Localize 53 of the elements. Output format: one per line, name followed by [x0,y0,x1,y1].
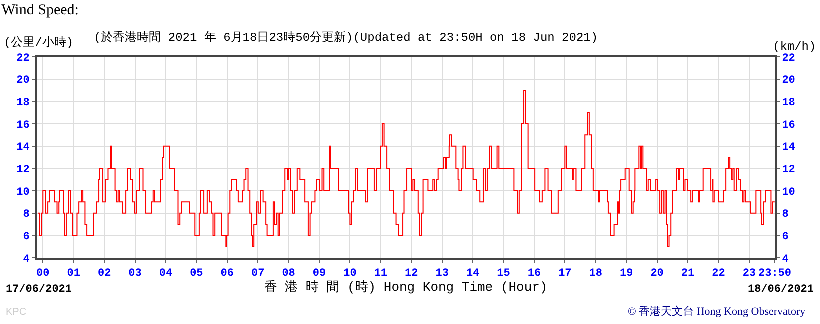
x-tick-label: 04 [159,268,173,280]
x-tick-label: 13 [436,268,450,280]
x-tick-label: 08 [282,268,296,280]
text: 17/06/2021 [6,284,72,296]
text: © 香港天文台 Hong Kong Observatory [628,305,806,318]
x-tick-label: 00 [36,268,50,280]
x-tick-label: 12 [405,268,418,280]
y2-tick-label: 20 [782,75,796,88]
x-tick-label: 23 [742,268,756,280]
text: 18/06/2021 [748,284,814,296]
y-tick-label: 14 [16,142,30,154]
y2-tick-label: 12 [782,164,796,177]
y2-axis-title: (km/h) [773,40,816,54]
x-tick-label: 09 [312,268,326,280]
x-tick-label: 06 [220,268,234,280]
y2-tick-label: 22 [782,52,796,65]
chart-subtitle: (於香港時間 2021 年 6月18日23時50分更新)(Updated at 23:50H on 18 Jun 2021) [94,30,598,45]
y-tick-label: 12 [16,164,30,177]
x-tick-label: 01 [67,268,81,280]
x-tick-label: 07 [251,268,265,280]
x-tick-label: 03 [128,268,142,280]
y2-tick-label: 10 [782,186,796,199]
y-tick-label: 10 [16,186,30,199]
x-tick-label: 19 [620,268,634,280]
x-tick-label: 21 [681,268,695,280]
x-tick-label: 23:50 [758,268,792,280]
x-axis-title: 香 港 時 間 (時) Hong Kong Time (Hour) [264,280,548,296]
y2-tick-label: 6 [782,232,789,244]
x-tick-label: 02 [98,268,112,280]
y-tick-label: 4 [23,254,30,266]
x-tick-label: 11 [374,268,388,280]
y-tick-label: 8 [23,209,30,222]
y-axis-title: (公里/小時) [4,36,74,50]
y-tick-label: 20 [16,75,30,88]
y2-tick-label: 14 [782,142,796,154]
y2-tick-label: 4 [782,254,790,266]
x-tick-label: 20 [650,268,664,280]
x-tick-label: 18 [589,268,603,280]
chart-title: Wind Speed: [2,2,79,18]
y-tick-label: 16 [16,120,30,132]
y2-tick-label: 18 [782,98,796,110]
x-tick-label: 15 [497,268,511,280]
y-tick-label: 6 [23,232,30,244]
x-tick-label: 05 [190,268,204,280]
y-tick-label: 22 [16,52,30,65]
y2-tick-label: 8 [782,209,790,222]
x-tick-label: 22 [712,268,726,280]
y2-tick-label: 16 [782,120,796,132]
x-tick-label: 14 [466,268,480,280]
y-tick-label: 18 [16,98,30,110]
x-tick-label: 10 [344,268,357,280]
x-tick-label: 16 [528,268,542,280]
x-tick-label: 17 [558,268,572,280]
